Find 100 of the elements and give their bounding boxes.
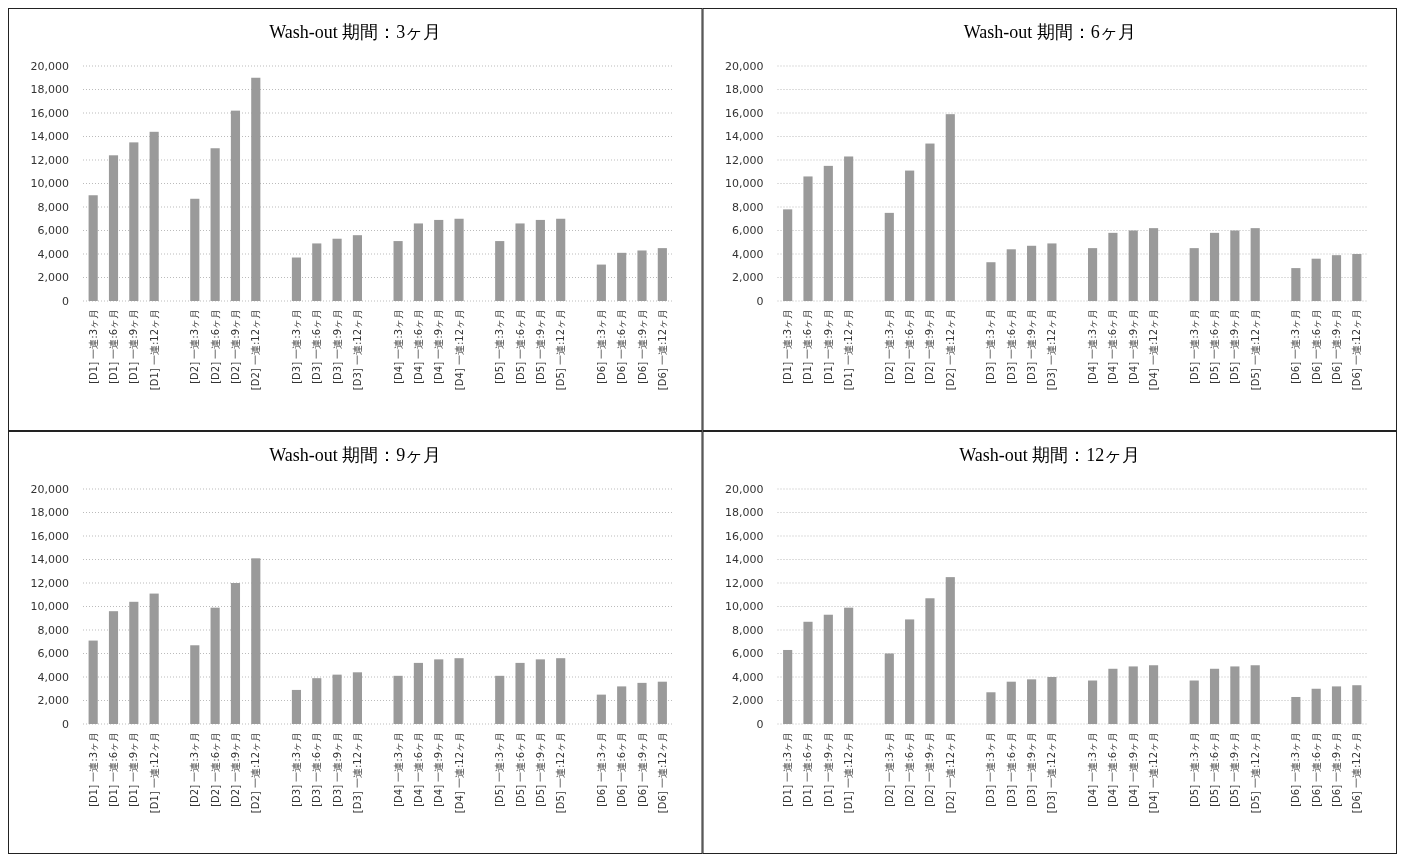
- x-tick-label: [D2] 一連:6ヶ月: [209, 309, 221, 384]
- bar: [1331, 255, 1342, 301]
- x-tick-label: [D2] 一連:12ヶ月: [944, 309, 956, 391]
- bar: [251, 77, 261, 301]
- x-tick-label: [D2] 一連:3ヶ月: [189, 309, 201, 384]
- x-tick-label: [D5] 一連:12ヶ月: [1249, 309, 1261, 391]
- x-tick-label: [D6] 一連:3ヶ月: [595, 309, 607, 384]
- x-tick-label: [D4] 一連:6ヶ月: [412, 309, 424, 384]
- y-tick-label: 16,000: [30, 529, 69, 543]
- bar: [88, 640, 98, 724]
- x-tick-label: [D6] 一連:9ヶ月: [1331, 732, 1343, 807]
- x-tick-label: [D6] 一連:12ヶ月: [1351, 309, 1363, 391]
- bar: [1108, 668, 1118, 724]
- y-tick-label: 0: [756, 294, 764, 308]
- x-tick-label: [D6] 一連:9ヶ月: [636, 309, 648, 384]
- bar: [1230, 230, 1240, 301]
- x-tick-label: [D6] 一連:6ヶ月: [616, 732, 628, 807]
- x-tick-label: [D5] 一連:6ヶ月: [1209, 732, 1221, 807]
- x-tick-label: [D3] 一連:6ヶ月: [1005, 309, 1017, 384]
- x-tick-label: [D6] 一連:6ヶ月: [1310, 732, 1322, 807]
- x-tick-label: [D5] 一連:12ヶ月: [555, 309, 567, 391]
- x-tick-label: [D6] 一連:6ヶ月: [1310, 309, 1322, 384]
- y-tick-label: 8,000: [732, 200, 764, 214]
- x-tick-label: [D5] 一連:9ヶ月: [1229, 732, 1241, 807]
- bar: [312, 678, 322, 724]
- x-tick-label: [D6] 一連:12ヶ月: [1351, 732, 1363, 814]
- x-tick-label: [D2] 一連:6ヶ月: [209, 732, 221, 807]
- x-tick-label: [D5] 一連:12ヶ月: [555, 732, 567, 814]
- bar: [986, 692, 996, 724]
- x-tick-label: [D5] 一連:3ヶ月: [1188, 732, 1200, 807]
- bar: [108, 611, 119, 724]
- x-tick-label: [D5] 一連:9ヶ月: [1229, 309, 1241, 384]
- bar: [291, 689, 302, 724]
- y-tick-label: 10,000: [725, 600, 764, 614]
- bar: [129, 601, 139, 724]
- bar: [637, 250, 647, 301]
- x-tick-label: [D2] 一連:3ヶ月: [883, 309, 895, 384]
- x-tick-label: [D1] 一連:6ヶ月: [802, 309, 814, 384]
- x-tick-label: [D2] 一連:9ヶ月: [229, 732, 241, 807]
- x-tick-label: [D2] 一連:9ヶ月: [924, 309, 936, 384]
- bar: [454, 658, 464, 724]
- x-tick-label: [D5] 一連:6ヶ月: [1209, 309, 1221, 384]
- bar: [108, 155, 119, 301]
- bar: [637, 682, 647, 724]
- y-tick-label: 2,000: [732, 694, 764, 708]
- x-tick-label: [D3] 一連:9ヶ月: [1026, 309, 1038, 384]
- bar: [617, 252, 627, 301]
- x-tick-label: [D4] 一連:12ヶ月: [453, 732, 465, 814]
- bar: [210, 607, 220, 724]
- y-tick-label: 6,000: [732, 647, 764, 661]
- y-tick-label: 10,000: [30, 600, 69, 614]
- x-tick-label: [D4] 一連:6ヶ月: [1107, 732, 1119, 807]
- bar: [393, 241, 403, 301]
- x-tick-label: [D2] 一連:12ヶ月: [250, 309, 262, 391]
- bar: [803, 621, 813, 724]
- x-tick-label: [D2] 一連:3ヶ月: [189, 732, 201, 807]
- y-tick-label: 16,000: [725, 529, 764, 543]
- x-tick-label: [D1] 一連:3ヶ月: [782, 732, 794, 807]
- bar: [1250, 665, 1260, 724]
- x-tick-label: [D1] 一連:12ヶ月: [148, 732, 160, 814]
- bar: [352, 235, 362, 301]
- bar: [556, 218, 566, 301]
- bar: [393, 675, 403, 724]
- y-tick-label: 0: [62, 294, 69, 308]
- bar: [413, 662, 423, 724]
- x-tick-label: [D3] 一連:3ヶ月: [985, 732, 997, 807]
- y-tick-label: 12,000: [30, 153, 69, 167]
- y-tick-label: 14,000: [725, 553, 764, 567]
- y-tick-label: 6,000: [732, 224, 764, 238]
- y-tick-label: 12,000: [725, 153, 764, 167]
- y-tick-label: 8,000: [732, 623, 764, 637]
- bar: [1108, 232, 1118, 301]
- x-tick-label: [D5] 一連:12ヶ月: [1249, 732, 1261, 814]
- x-tick-label: [D4] 一連:3ヶ月: [392, 732, 404, 807]
- y-tick-label: 2,000: [37, 694, 69, 708]
- bar: [925, 598, 935, 724]
- x-tick-label: [D2] 一連:9ヶ月: [924, 732, 936, 807]
- x-tick-label: [D1] 一連:3ヶ月: [782, 309, 794, 384]
- x-tick-label: [D1] 一連:9ヶ月: [822, 732, 834, 807]
- bar: [905, 170, 915, 301]
- x-tick-label: [D5] 一連:6ヶ月: [514, 309, 526, 384]
- x-tick-label: [D6] 一連:12ヶ月: [656, 309, 668, 391]
- y-tick-label: 6,000: [37, 224, 69, 238]
- bar: [88, 195, 98, 301]
- bar: [1088, 680, 1098, 724]
- bar: [515, 223, 525, 301]
- y-tick-label: 12,000: [30, 576, 69, 590]
- x-tick-label: [D1] 一連:6ヶ月: [802, 732, 814, 807]
- bar: [230, 110, 241, 301]
- x-tick-label: [D3] 一連:6ヶ月: [1005, 732, 1017, 807]
- bar: [884, 653, 894, 724]
- bar: [251, 558, 261, 724]
- chart-title: Wash-out 期間：9ヶ月: [269, 445, 442, 465]
- x-tick-label: [D3] 一連:9ヶ月: [331, 732, 343, 807]
- bar: [1128, 230, 1138, 301]
- bar: [230, 583, 241, 724]
- x-tick-label: [D1] 一連:9ヶ月: [128, 732, 140, 807]
- bar: [1311, 688, 1321, 724]
- bar: [1027, 245, 1037, 301]
- x-tick-label: [D4] 一連:9ヶ月: [433, 309, 445, 384]
